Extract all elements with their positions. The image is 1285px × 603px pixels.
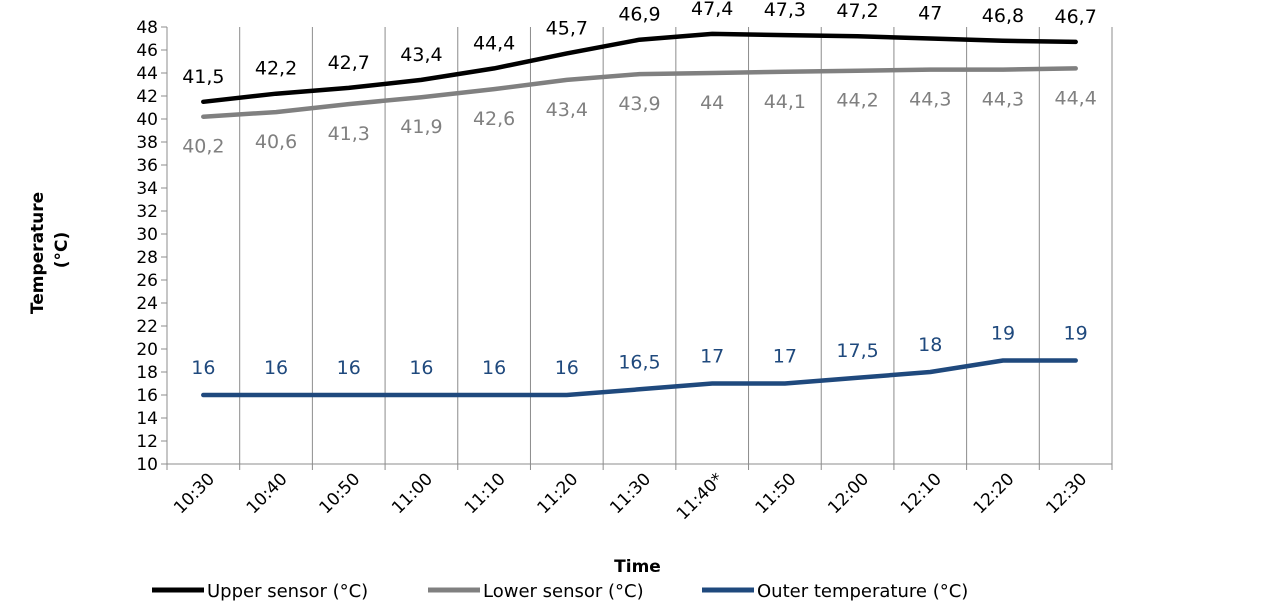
data-label: 44,3 bbox=[982, 89, 1024, 111]
x-tick-label: 11:00 bbox=[388, 469, 437, 518]
y-tick-label: 20 bbox=[136, 340, 158, 360]
x-tick-label: 10:40 bbox=[243, 469, 292, 518]
data-label: 42,2 bbox=[255, 58, 297, 80]
data-label: 43,4 bbox=[546, 99, 588, 121]
y-tick-label: 26 bbox=[136, 271, 158, 291]
data-label: 18 bbox=[918, 334, 942, 356]
data-label: 19 bbox=[991, 323, 1015, 345]
data-label: 44,2 bbox=[836, 90, 878, 112]
data-label: 46,9 bbox=[618, 4, 660, 26]
y-tick-label: 30 bbox=[136, 225, 158, 245]
x-tick-label: 11:30 bbox=[606, 469, 655, 518]
x-tick-label: 12:10 bbox=[897, 469, 946, 518]
x-tick-label: 10:50 bbox=[315, 469, 364, 518]
data-label: 44,4 bbox=[473, 32, 515, 54]
series-line bbox=[201, 66, 1078, 119]
data-label: 16 bbox=[191, 357, 215, 379]
data-label: 17,5 bbox=[836, 340, 878, 362]
data-label: 41,3 bbox=[328, 123, 370, 145]
data-label: 16,5 bbox=[618, 351, 660, 373]
x-tick-label: 11:40* bbox=[673, 469, 728, 524]
data-label: 44,1 bbox=[764, 91, 806, 113]
y-tick-label: 32 bbox=[136, 202, 158, 222]
data-label: 16 bbox=[555, 357, 579, 379]
y-axis-title: Temperature (°C) bbox=[28, 186, 72, 314]
data-label: 47,2 bbox=[836, 0, 878, 22]
y-tick-label: 46 bbox=[136, 41, 158, 61]
y-tick-label: 14 bbox=[136, 409, 158, 429]
x-tick-label: 12:20 bbox=[970, 469, 1019, 518]
data-label: 42,6 bbox=[473, 108, 515, 130]
data-label: 44,4 bbox=[1054, 87, 1096, 109]
series-lines bbox=[201, 31, 1078, 398]
x-tick-label: 12:00 bbox=[824, 469, 873, 518]
data-label: 41,5 bbox=[182, 66, 224, 88]
data-label: 47,3 bbox=[764, 0, 806, 21]
y-tick-label: 44 bbox=[136, 64, 158, 84]
y-tick-label: 36 bbox=[136, 156, 158, 176]
y-tick-label: 40 bbox=[136, 110, 158, 130]
data-label: 43,9 bbox=[618, 93, 660, 115]
data-label: 16 bbox=[482, 357, 506, 379]
data-label: 44,3 bbox=[909, 89, 951, 111]
data-label: 43,4 bbox=[400, 44, 442, 66]
data-label: 47 bbox=[918, 3, 942, 25]
y-tick-label: 34 bbox=[136, 179, 158, 199]
x-axis-title: Time bbox=[614, 557, 661, 577]
data-label: 16 bbox=[409, 357, 433, 379]
data-label: 16 bbox=[337, 357, 361, 379]
y-tick-label: 28 bbox=[136, 248, 158, 268]
y-axis-title-line-2: (°C) bbox=[52, 232, 72, 269]
data-label: 19 bbox=[1064, 323, 1088, 345]
x-tick-label: 10:30 bbox=[170, 469, 219, 518]
x-tick-label: 11:10 bbox=[461, 469, 510, 518]
data-label: 40,2 bbox=[182, 136, 224, 158]
legend-label: Upper sensor (°C) bbox=[207, 581, 368, 602]
data-labels: 41,5 42,2 42,7 43,4 44,4 45,7 46,9 47,4 47,3 47,2… bbox=[182, 0, 1097, 379]
data-label: 17 bbox=[773, 346, 797, 368]
y-tick-label: 10 bbox=[136, 455, 158, 475]
data-label: 42,7 bbox=[328, 52, 370, 74]
y-axis-title-line-1: Temperature bbox=[28, 192, 48, 314]
data-label: 17 bbox=[700, 346, 724, 368]
y-tick-label: 48 bbox=[136, 18, 158, 38]
x-tick-label: 12:30 bbox=[1042, 469, 1091, 518]
data-label: 44 bbox=[700, 92, 724, 114]
x-tick-label: 11:50 bbox=[752, 469, 801, 518]
x-tick-label: 11:20 bbox=[534, 469, 583, 518]
legend: Upper sensor (°C) Lower sensor (°C) Outer … bbox=[152, 581, 968, 602]
y-tick-label: 42 bbox=[136, 87, 158, 107]
y-tick-label: 38 bbox=[136, 133, 158, 153]
y-tick-label: 12 bbox=[136, 432, 158, 452]
y-tick-label: 16 bbox=[136, 386, 158, 406]
data-label: 46,8 bbox=[982, 5, 1024, 27]
legend-label: Outer temperature (°C) bbox=[757, 581, 968, 602]
data-label: 47,4 bbox=[691, 0, 733, 20]
data-label: 41,9 bbox=[400, 116, 442, 138]
y-tick-label: 24 bbox=[136, 294, 158, 314]
series-line bbox=[201, 358, 1078, 398]
data-label: 40,6 bbox=[255, 131, 297, 153]
data-label: 46,7 bbox=[1054, 6, 1096, 28]
data-label: 16 bbox=[264, 357, 288, 379]
legend-label: Lower sensor (°C) bbox=[483, 581, 644, 602]
y-tick-label: 22 bbox=[136, 317, 158, 337]
y-tick-label: 18 bbox=[136, 363, 158, 383]
data-label: 45,7 bbox=[546, 17, 588, 39]
series-line bbox=[201, 31, 1078, 105]
